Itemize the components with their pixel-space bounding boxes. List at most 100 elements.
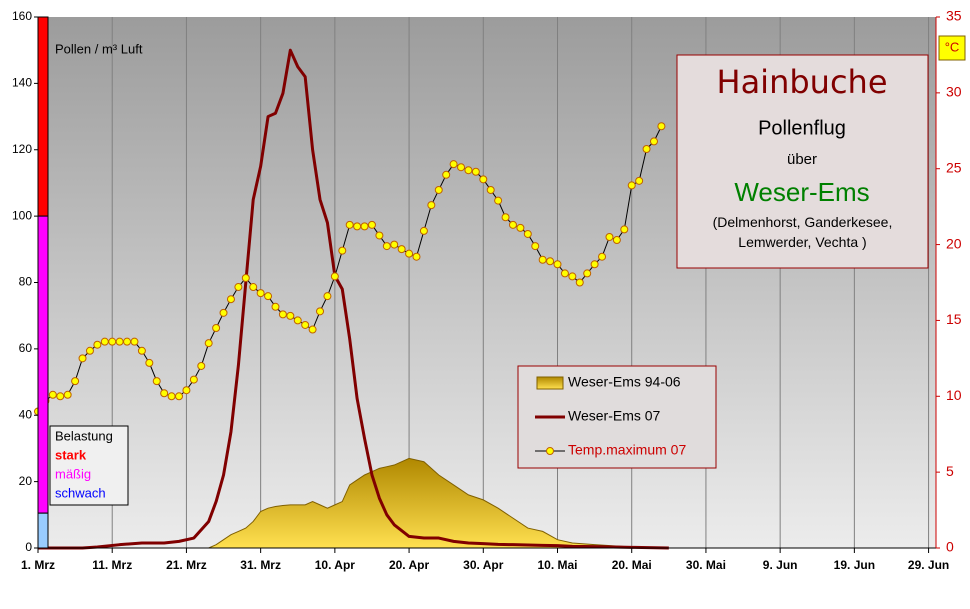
y-tick-label: 80	[19, 275, 33, 289]
temp-marker	[226, 295, 235, 304]
y-axis-label: Pollen / m³ Luft	[55, 41, 143, 56]
y-tick-label: 100	[12, 208, 32, 222]
y-tick-label: 60	[19, 341, 33, 355]
temp-marker	[523, 229, 532, 238]
temp-marker	[546, 257, 555, 266]
y-tick-label: 160	[12, 9, 32, 23]
subtitle: Pollenflug	[758, 117, 846, 139]
temp-marker	[63, 390, 72, 399]
temp-marker	[382, 242, 391, 251]
temp-marker	[479, 175, 488, 184]
temp-marker	[531, 242, 540, 251]
y2-unit: °C	[945, 39, 960, 54]
x-tick-label: 30. Mai	[686, 558, 726, 572]
y2-tick-label: 20	[946, 235, 962, 251]
y2-tick-label: 5	[946, 463, 954, 479]
temp-marker	[241, 273, 250, 282]
temp-marker	[249, 283, 258, 292]
x-tick-label: 29. Jun	[908, 558, 949, 572]
temp-marker	[442, 170, 451, 179]
temp-marker	[234, 283, 243, 292]
y2-tick-label: 10	[946, 387, 962, 403]
load-level	[37, 16, 49, 217]
temp-marker	[189, 375, 198, 384]
temp-marker	[182, 386, 191, 395]
temp-marker	[204, 339, 213, 348]
chart-title: Hainbuche	[717, 63, 888, 101]
temp-marker	[167, 392, 176, 401]
region: Weser-Ems	[734, 177, 869, 207]
x-tick-label: 11. Mrz	[92, 558, 132, 572]
load-level-label: schwach	[55, 485, 106, 500]
temp-marker	[219, 308, 228, 317]
temp-marker	[78, 354, 87, 363]
y-tick-label: 20	[19, 474, 33, 488]
temp-marker	[649, 137, 658, 146]
temp-marker	[293, 316, 302, 325]
y2-tick-label: 35	[946, 8, 962, 24]
x-tick-label: 9. Jun	[763, 558, 798, 572]
temp-marker	[100, 337, 109, 346]
x-tick-label: 31. Mrz	[240, 558, 281, 572]
temp-marker	[152, 377, 161, 386]
temp-marker	[353, 222, 362, 231]
temp-marker	[108, 337, 117, 346]
temp-marker	[627, 181, 636, 190]
temp-marker	[375, 231, 384, 240]
load-legend-title: Belastung	[55, 428, 113, 443]
temp-marker	[434, 185, 443, 194]
y2-tick-label: 30	[946, 84, 962, 100]
temp-marker	[345, 220, 354, 229]
temp-marker	[301, 320, 310, 329]
temp-marker	[457, 163, 466, 172]
temp-marker	[464, 166, 473, 175]
y2-tick-label: 15	[946, 311, 962, 327]
x-tick-label: 20. Apr	[389, 558, 430, 572]
y2-unit-box	[938, 35, 966, 61]
temp-marker	[56, 392, 65, 401]
temp-marker	[508, 220, 517, 229]
x-tick-label: 21. Mrz	[166, 558, 207, 572]
y-tick-label: 40	[19, 407, 33, 421]
temp-marker	[93, 340, 102, 349]
load-level-label: stark	[55, 447, 87, 462]
legend-label: Temp.maximum 07	[568, 442, 686, 458]
y2-tick-label: 25	[946, 159, 962, 175]
temp-marker	[553, 260, 562, 269]
temp-marker	[85, 346, 94, 355]
temp-marker	[367, 220, 376, 229]
temp-marker	[605, 232, 614, 241]
temp-marker	[360, 222, 369, 231]
line	[38, 48, 669, 550]
temp-marker	[583, 269, 592, 278]
temp-marker	[308, 325, 317, 334]
temp-marker	[412, 252, 421, 261]
temp-marker	[642, 144, 651, 153]
temp-marker	[397, 245, 406, 254]
y2-tick-label: 0	[946, 539, 954, 555]
temp-marker	[271, 302, 280, 311]
title-box	[676, 54, 929, 269]
temp-marker	[538, 255, 547, 264]
temp-marker	[427, 201, 436, 210]
temp-marker	[494, 196, 503, 205]
legend-swatch	[546, 447, 554, 455]
temp-marker	[449, 160, 458, 169]
legend-label: Weser-Ems 94-06	[568, 374, 681, 390]
temp-marker	[71, 377, 80, 386]
temp-marker	[264, 292, 273, 301]
temp-marker	[612, 236, 621, 245]
temp-marker	[657, 122, 666, 131]
y-tick-label: 0	[25, 540, 32, 554]
temp-marker	[286, 311, 295, 320]
temp-marker	[256, 289, 265, 298]
places-wrap: (Delmenhorst, Ganderkesee, Lemwerder, Ve…	[713, 214, 893, 250]
temp-marker	[316, 307, 325, 316]
temp-marker	[145, 358, 154, 367]
x-tick-label: 30. Apr	[463, 558, 504, 572]
temp-marker	[471, 167, 480, 176]
load-level	[37, 215, 49, 514]
y-tick-label: 120	[12, 142, 32, 156]
legend-label: Weser-Ems 07	[568, 408, 661, 424]
temp-marker	[197, 361, 206, 370]
